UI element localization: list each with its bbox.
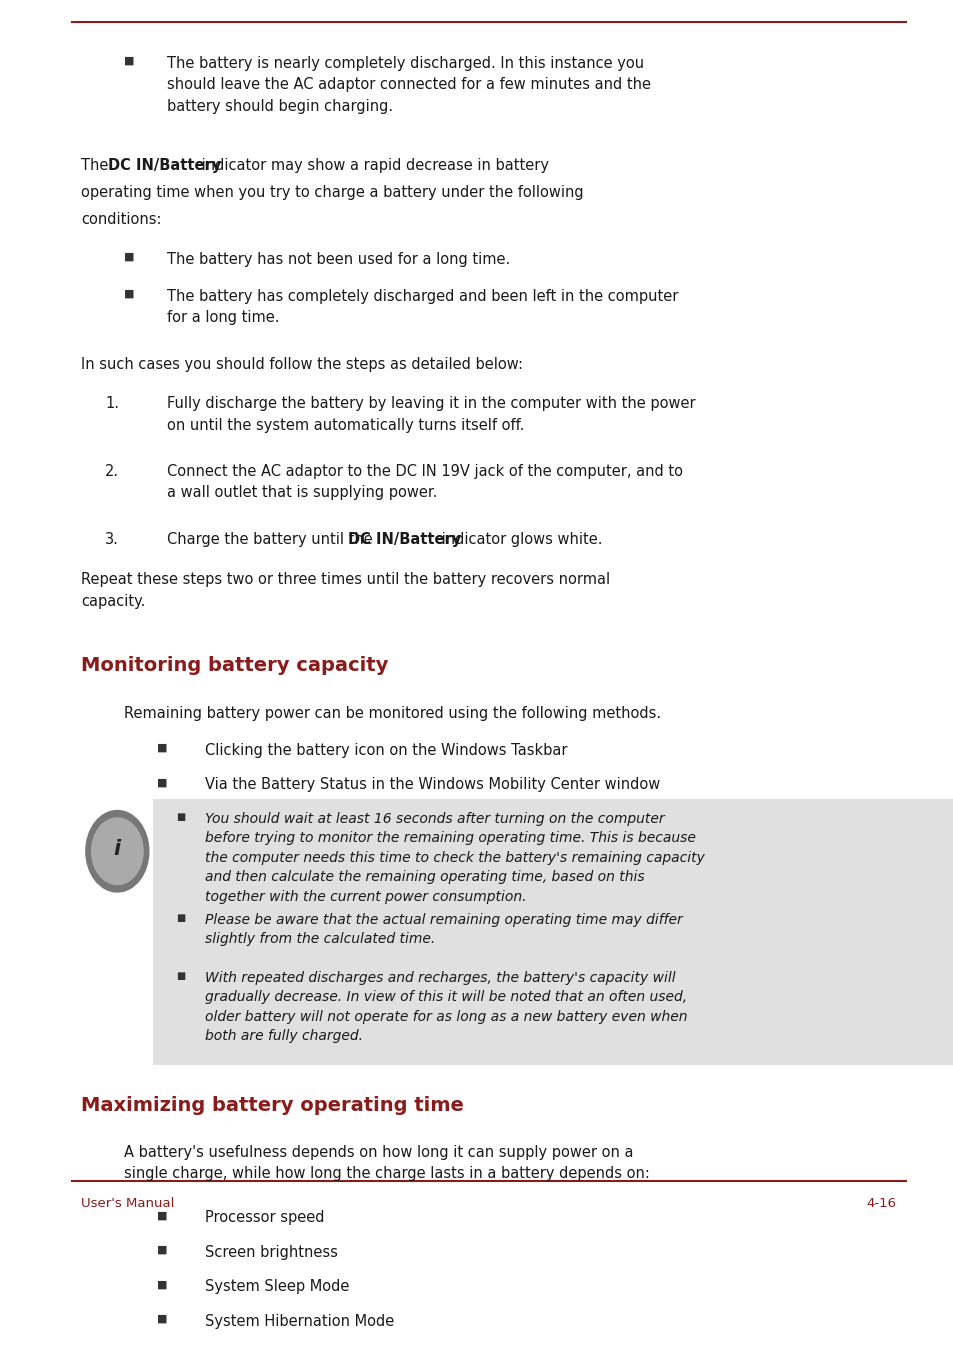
Text: With repeated discharges and recharges, the battery's capacity will
gradually de: With repeated discharges and recharges, … xyxy=(205,971,687,1044)
Text: i: i xyxy=(113,839,121,858)
Text: DC IN/Battery: DC IN/Battery xyxy=(108,157,221,174)
Text: ■: ■ xyxy=(157,1244,168,1255)
Text: 1.: 1. xyxy=(105,395,119,412)
Text: Monitoring battery capacity: Monitoring battery capacity xyxy=(81,656,388,675)
Text: Via the Battery Status in the Windows Mobility Center window: Via the Battery Status in the Windows Mo… xyxy=(205,777,659,792)
Text: 3.: 3. xyxy=(105,531,119,546)
Text: ■: ■ xyxy=(124,289,134,299)
Text: ■: ■ xyxy=(157,777,168,787)
Text: ■: ■ xyxy=(124,252,134,262)
Text: A battery's usefulness depends on how long it can supply power on a
single charg: A battery's usefulness depends on how lo… xyxy=(124,1145,649,1181)
Text: The battery is nearly completely discharged. In this instance you
should leave t: The battery is nearly completely dischar… xyxy=(167,55,650,114)
Text: ■: ■ xyxy=(157,1210,168,1220)
Text: indicator may show a rapid decrease in battery: indicator may show a rapid decrease in b… xyxy=(196,157,548,174)
Text: 4-16: 4-16 xyxy=(866,1197,896,1209)
Text: indicator glows white.: indicator glows white. xyxy=(436,531,601,546)
Text: Connect the AC adaptor to the DC IN 19V jack of the computer, and to
a wall outl: Connect the AC adaptor to the DC IN 19V … xyxy=(167,464,682,500)
Text: ■: ■ xyxy=(157,1279,168,1290)
Text: System Sleep Mode: System Sleep Mode xyxy=(205,1279,349,1294)
Text: Repeat these steps two or three times until the battery recovers normal
capacity: Repeat these steps two or three times un… xyxy=(81,573,610,609)
Text: System Hibernation Mode: System Hibernation Mode xyxy=(205,1314,394,1329)
FancyBboxPatch shape xyxy=(152,799,953,1065)
Text: ■: ■ xyxy=(124,55,134,66)
Text: Fully discharge the battery by leaving it in the computer with the power
on unti: Fully discharge the battery by leaving i… xyxy=(167,395,695,433)
Text: Clicking the battery icon on the Windows Taskbar: Clicking the battery icon on the Windows… xyxy=(205,742,567,757)
Text: User's Manual: User's Manual xyxy=(81,1197,174,1209)
Text: Remaining battery power can be monitored using the following methods.: Remaining battery power can be monitored… xyxy=(124,706,660,721)
Text: ■: ■ xyxy=(176,971,186,981)
Text: You should wait at least 16 seconds after turning on the computer
before trying : You should wait at least 16 seconds afte… xyxy=(205,812,704,904)
Text: In such cases you should follow the steps as detailed below:: In such cases you should follow the step… xyxy=(81,356,522,371)
Text: ■: ■ xyxy=(176,913,186,923)
Text: Processor speed: Processor speed xyxy=(205,1210,324,1225)
Text: The battery has not been used for a long time.: The battery has not been used for a long… xyxy=(167,252,510,266)
Text: The battery has completely discharged and been left in the computer
for a long t: The battery has completely discharged an… xyxy=(167,289,678,325)
Text: Please be aware that the actual remaining operating time may differ
slightly fro: Please be aware that the actual remainin… xyxy=(205,913,682,947)
Text: The: The xyxy=(81,157,113,174)
Text: Maximizing battery operating time: Maximizing battery operating time xyxy=(81,1096,463,1115)
Circle shape xyxy=(91,818,143,885)
Text: ■: ■ xyxy=(176,812,186,822)
Text: operating time when you try to charge a battery under the following: operating time when you try to charge a … xyxy=(81,186,583,200)
Circle shape xyxy=(86,811,149,892)
Text: Screen brightness: Screen brightness xyxy=(205,1244,337,1260)
Text: conditions:: conditions: xyxy=(81,213,161,227)
Text: DC IN/Battery: DC IN/Battery xyxy=(348,531,461,546)
Text: ■: ■ xyxy=(157,742,168,753)
Text: ■: ■ xyxy=(157,1314,168,1323)
Text: 2.: 2. xyxy=(105,464,119,479)
Text: Charge the battery until the: Charge the battery until the xyxy=(167,531,377,546)
